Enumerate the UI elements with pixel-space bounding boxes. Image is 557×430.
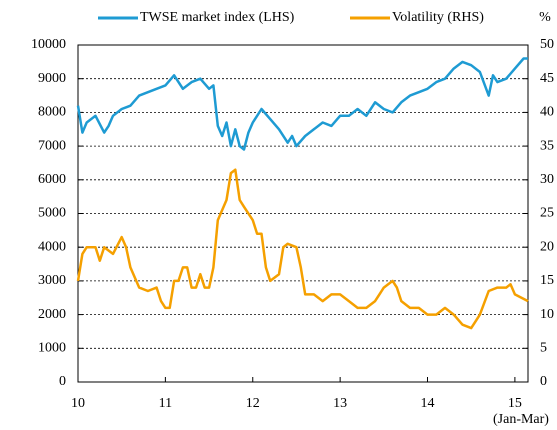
y2-tick-label: 30 <box>540 172 554 187</box>
y2-tick-label: 10 <box>540 307 554 322</box>
x-tick-label: 14 <box>421 396 435 411</box>
plot-frame <box>77 44 529 383</box>
y-tick-label: 7000 <box>38 138 66 153</box>
y2-tick-label: 35 <box>540 138 554 153</box>
legend-label: TWSE market index (LHS) <box>140 10 295 25</box>
y2-tick-label: 50 <box>540 37 554 52</box>
x-tick-label: 10 <box>71 396 85 411</box>
y-tick-label: 1000 <box>38 341 66 356</box>
y-tick-label: 5000 <box>38 206 66 221</box>
y2-tick-label: 20 <box>540 239 554 254</box>
y2-tick-label: 15 <box>540 273 554 288</box>
y-tick-label: 2000 <box>38 307 66 322</box>
y2-tick-label: 25 <box>540 206 554 221</box>
x-tick-label: 15 <box>508 396 522 411</box>
y-tick-label: 10000 <box>31 37 66 52</box>
legend-label: Volatility (RHS) <box>392 10 484 25</box>
y2-tick-label: 45 <box>540 71 554 86</box>
x-tick-label: 13 <box>333 396 347 411</box>
y-tick-label: 6000 <box>38 172 66 187</box>
y2-tick-label: 5 <box>540 341 547 356</box>
y-tick-label: 4000 <box>38 239 66 254</box>
line-series <box>76 57 528 151</box>
annotation: (Jan-Mar) <box>493 412 549 427</box>
y-tick-label: 8000 <box>38 105 66 120</box>
y-tick-label: 0 <box>59 374 66 389</box>
y-tick-label: 3000 <box>38 273 66 288</box>
y2-tick-label: 40 <box>540 105 554 120</box>
x-tick-label: 12 <box>246 396 260 411</box>
line-series <box>76 168 529 330</box>
x-tick-label: 11 <box>159 396 172 411</box>
y2-tick-label: 0 <box>540 374 547 389</box>
y2-axis-label: % <box>539 10 551 25</box>
y-tick-label: 9000 <box>38 71 66 86</box>
